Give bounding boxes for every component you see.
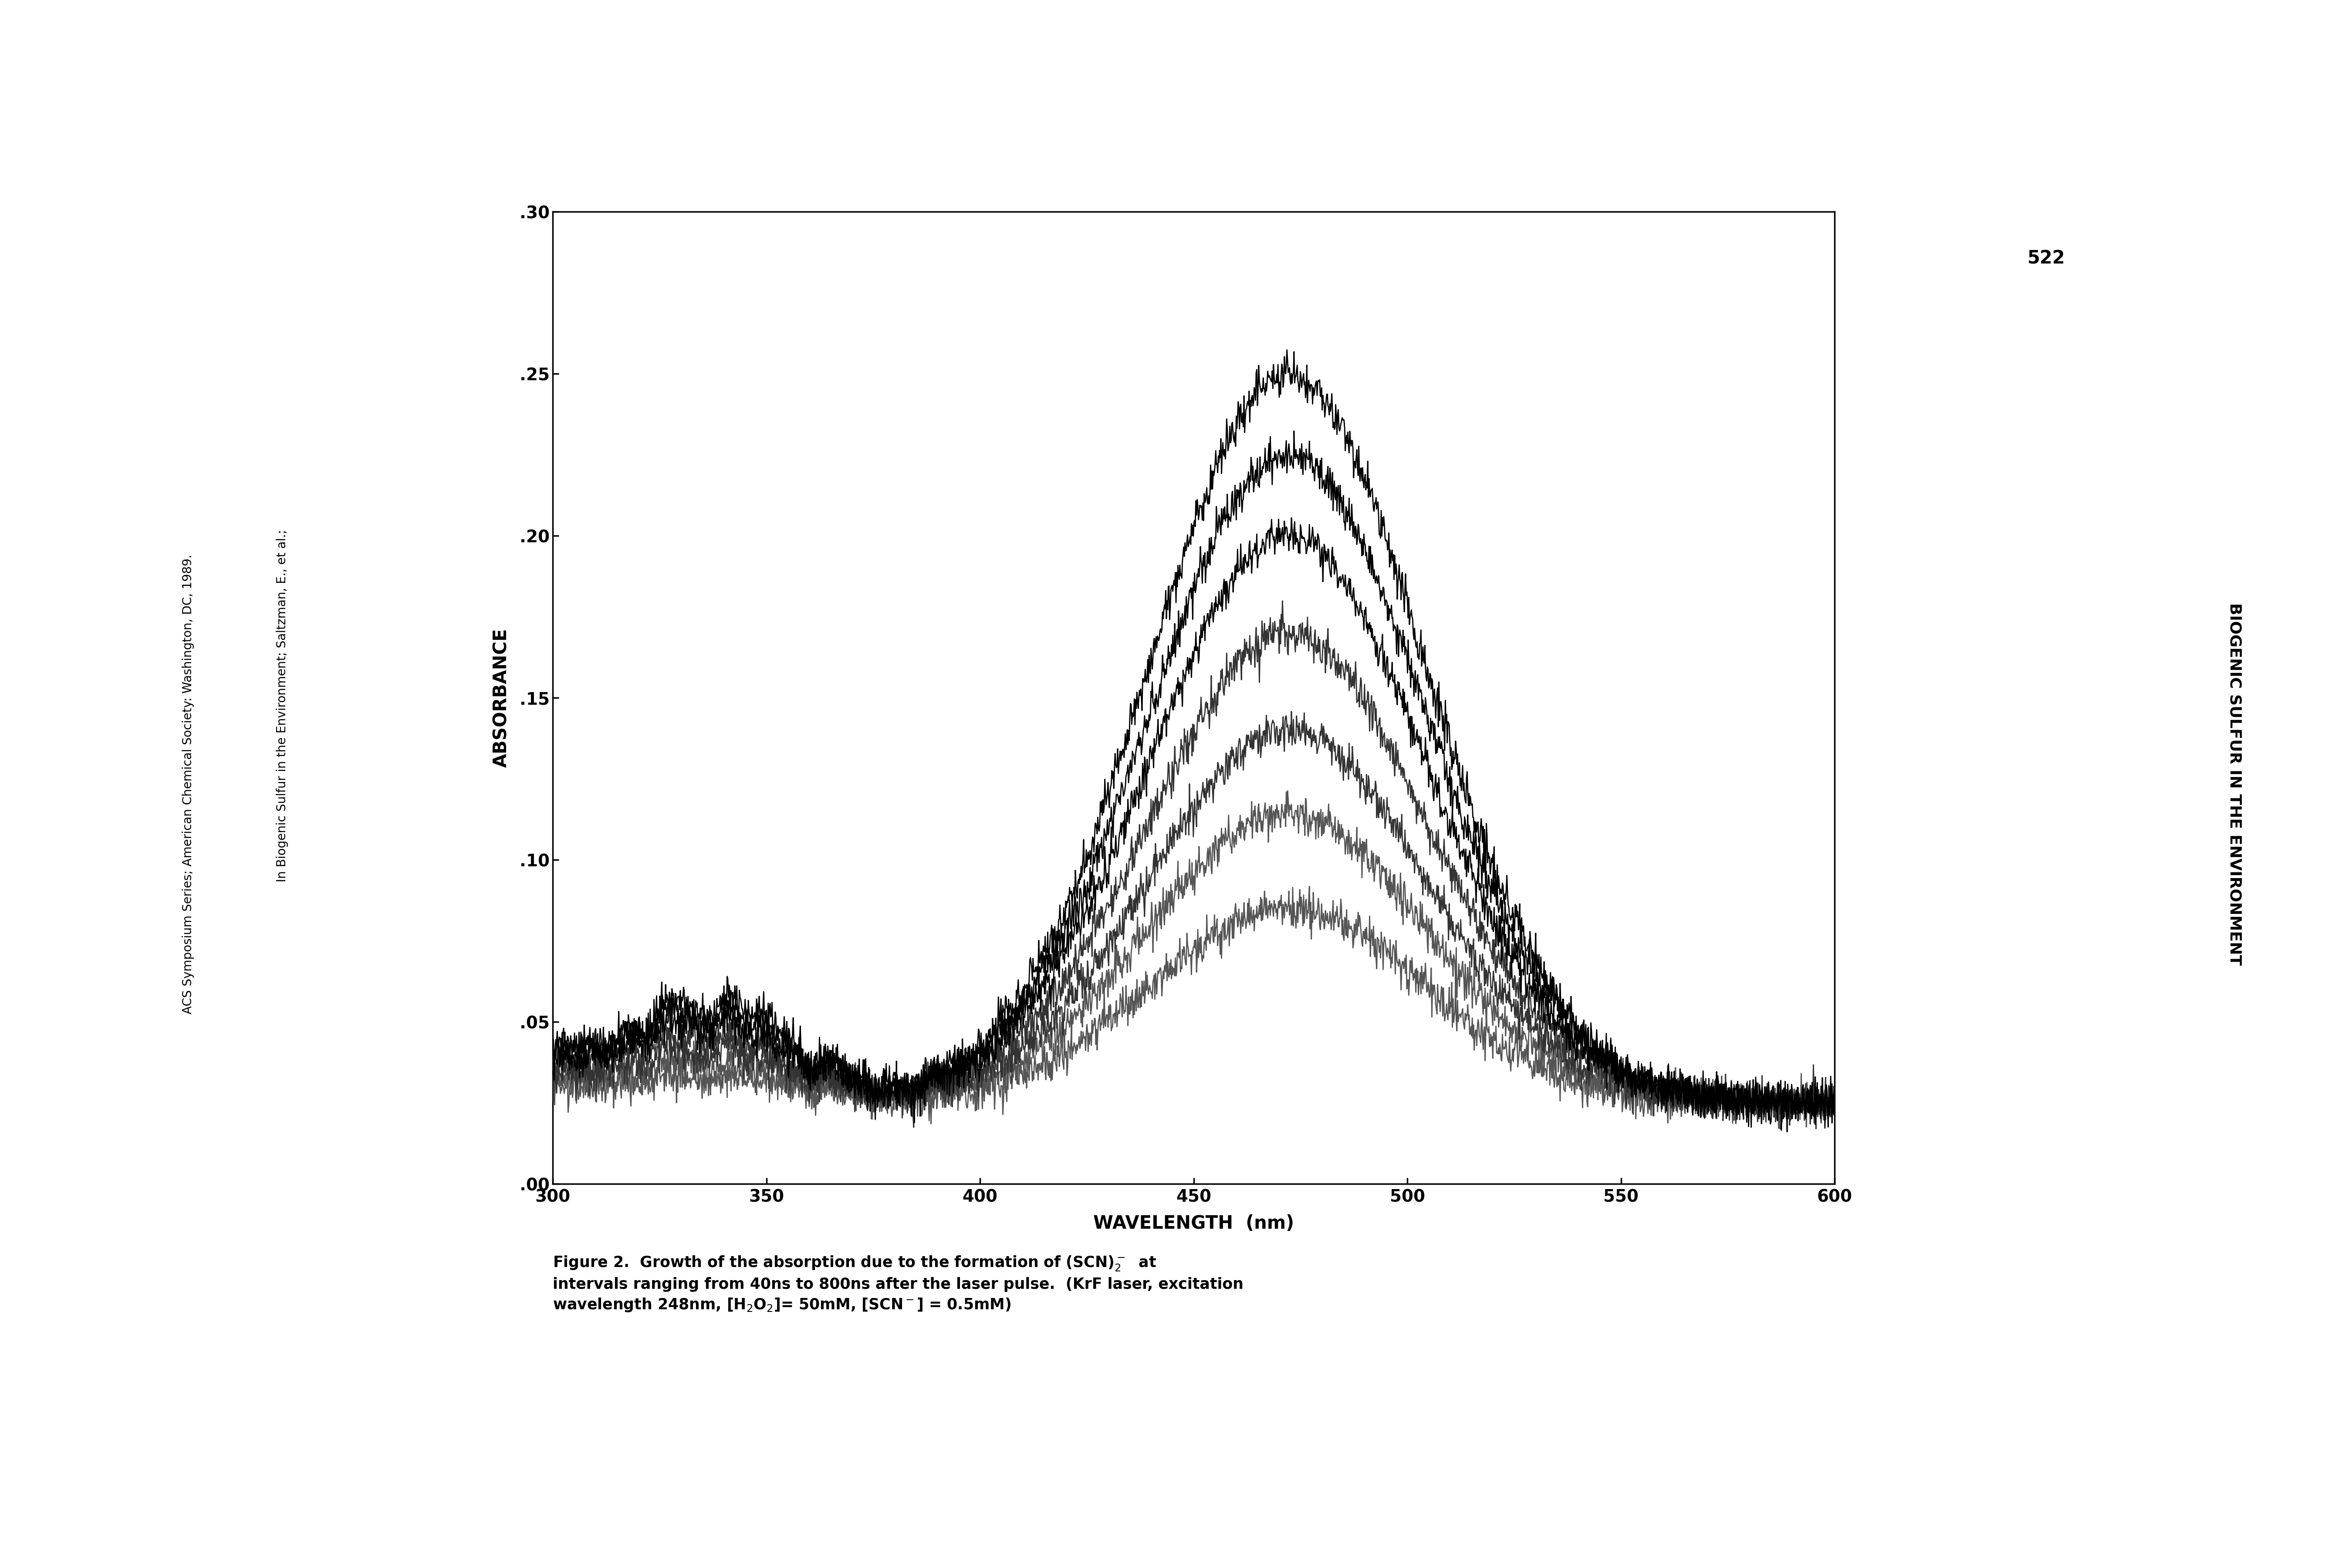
Text: 522: 522: [2027, 249, 2065, 268]
Text: BIOGENIC SULFUR IN THE ENVIRONMENT: BIOGENIC SULFUR IN THE ENVIRONMENT: [2227, 602, 2241, 966]
Y-axis label: ABSORBANCE: ABSORBANCE: [492, 629, 510, 767]
X-axis label: WAVELENGTH  (nm): WAVELENGTH (nm): [1094, 1214, 1294, 1232]
Text: Figure 2.  Growth of the absorption due to the formation of (SCN)$_2^-$  at
inte: Figure 2. Growth of the absorption due t…: [553, 1254, 1244, 1314]
Text: ACS Symposium Series; American Chemical Society: Washington, DC, 1989.: ACS Symposium Series; American Chemical …: [181, 554, 195, 1014]
Text: In Biogenic Sulfur in the Environment; Saltzman, E., et al.;: In Biogenic Sulfur in the Environment; S…: [275, 530, 289, 881]
